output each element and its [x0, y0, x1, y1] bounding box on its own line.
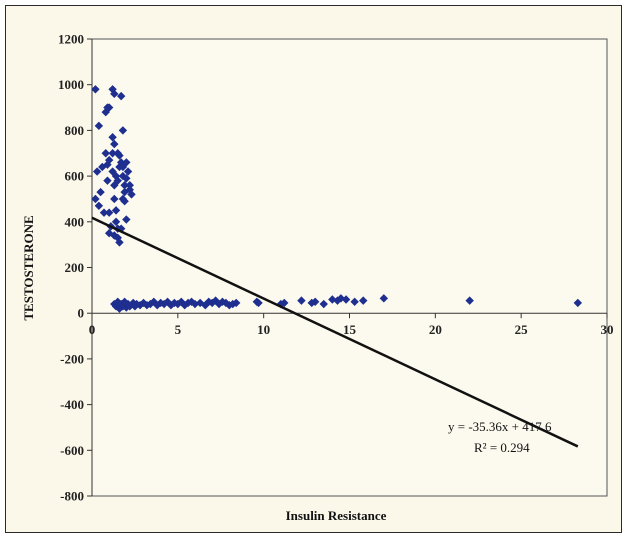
- data-point: [108, 149, 117, 158]
- data-point: [177, 297, 186, 306]
- axes: 0 5 10 15 20 25 30 -800 -600 -400 -200 0 200 400 600 80…: [58, 32, 614, 504]
- data-point: [91, 194, 100, 204]
- data-point: [99, 208, 109, 217]
- data-point: [120, 181, 129, 190]
- data-point: [341, 295, 351, 304]
- data-point: [153, 301, 162, 310]
- y-tick-label: 1200: [58, 32, 84, 47]
- y-tick-label: 800: [65, 123, 85, 138]
- trendline: [91, 216, 579, 448]
- data-point: [132, 299, 141, 309]
- data-point: [104, 103, 114, 112]
- data-point: [122, 158, 131, 167]
- x-tick-label: 10: [257, 322, 270, 337]
- data-point: [228, 299, 237, 309]
- data-point: [92, 167, 102, 176]
- data-point: [127, 190, 136, 199]
- data-point: [125, 185, 134, 195]
- data-point: [310, 297, 320, 306]
- data-point: [359, 296, 368, 305]
- data-point: [573, 298, 583, 308]
- y-tick-label: -600: [60, 443, 84, 458]
- data-point: [115, 151, 124, 160]
- y-tick-label: -800: [60, 489, 84, 504]
- data-point: [104, 208, 114, 217]
- x-tick-label: 25: [515, 322, 529, 337]
- data-point: [125, 181, 134, 190]
- data-point: [120, 197, 129, 206]
- data-point: [110, 194, 119, 204]
- data-point: [103, 176, 112, 185]
- data-point: [111, 206, 121, 215]
- data-point: [113, 176, 122, 185]
- data-point: [91, 85, 100, 94]
- x-tick-label: 5: [175, 322, 182, 337]
- data-point: [115, 238, 124, 247]
- data-point: [183, 298, 193, 308]
- data-point: [118, 126, 128, 135]
- data-point: [465, 296, 474, 305]
- data-point: [108, 85, 117, 94]
- x-tick-label: 0: [89, 322, 96, 337]
- data-point: [122, 174, 131, 183]
- data-point: [94, 201, 104, 211]
- chart-frame: 0 5 10 15 20 25 30 -800 -600 -400 -200 0 200 400 600 80…: [5, 5, 622, 533]
- data-point: [94, 121, 104, 131]
- trendline-group: [91, 216, 579, 448]
- x-tick-label: 15: [343, 322, 357, 337]
- data-point: [204, 297, 213, 306]
- data-point: [232, 298, 241, 308]
- data-point: [104, 155, 114, 165]
- data-point: [123, 167, 133, 176]
- y-tick-label: -400: [60, 397, 84, 412]
- data-point: [297, 296, 306, 305]
- y-tick-label: 400: [65, 214, 85, 229]
- y-tick-label: 600: [65, 169, 85, 184]
- data-point: [110, 139, 119, 149]
- scatter-chart: 0 5 10 15 20 25 30 -800 -600 -400 -200 0 200 400 600 80…: [21, 32, 614, 524]
- data-point: [120, 187, 129, 197]
- data-point: [110, 89, 119, 99]
- x-tick-label: 30: [601, 322, 614, 337]
- data-point: [110, 181, 119, 190]
- data-point: [280, 298, 289, 308]
- data-point: [319, 299, 328, 309]
- data-point: [96, 187, 105, 197]
- data-point: [379, 294, 389, 303]
- data-point: [101, 107, 110, 117]
- data-point: [190, 299, 200, 309]
- trendline-r2: R² = 0.294: [474, 440, 530, 455]
- data-point: [108, 133, 117, 142]
- data-points: [91, 85, 583, 313]
- data-point: [111, 217, 121, 226]
- y-tick-label: 0: [78, 306, 85, 321]
- y-axis-title: TESTOSTERONE: [21, 215, 36, 320]
- y-tick-label: -200: [60, 351, 84, 366]
- data-point: [122, 215, 131, 224]
- data-point: [350, 297, 359, 306]
- data-point: [146, 299, 155, 309]
- data-point: [116, 91, 126, 101]
- data-point: [116, 224, 126, 233]
- data-point: [108, 167, 117, 176]
- x-axis-title: Insulin Resistance: [286, 508, 387, 523]
- y-tick-label: 200: [65, 260, 85, 275]
- y-tick-label: 1000: [58, 77, 84, 92]
- data-point: [110, 231, 119, 240]
- data-point: [101, 149, 110, 158]
- x-tick-label: 20: [429, 322, 442, 337]
- trendline-equation: y = -35.36x + 417.6: [448, 419, 552, 434]
